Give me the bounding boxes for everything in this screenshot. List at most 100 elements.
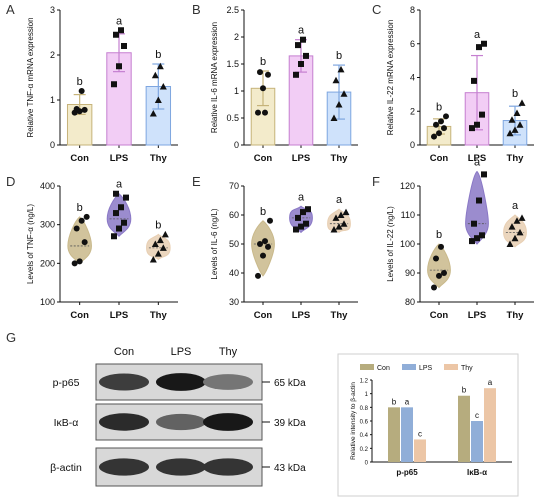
category-label-lps: LPS: [468, 310, 486, 321]
legend-label-con: Con: [377, 365, 390, 372]
blot-band: [99, 373, 149, 391]
panel-f-ytick-label: 120: [400, 181, 415, 191]
data-point: [149, 110, 157, 117]
g-ytick-label: 0.8: [360, 406, 369, 412]
panel-f-ylabel: Levels of IL-22 (ng/L): [386, 206, 395, 282]
panel-c: C 0 2 4 6 8 Relative IL-22 mRNA expression Con b…: [372, 2, 534, 164]
category-label-con: Con: [430, 310, 449, 321]
panel-b-ytick-label: 1: [234, 86, 239, 96]
legend-swatch-lps: [402, 364, 416, 370]
blot-protein-label: IκB-α: [54, 417, 79, 429]
panel-e-ytick-label: 30: [229, 297, 239, 307]
data-point: [476, 197, 482, 204]
data-point: [436, 272, 442, 279]
category-label-thy: Thy: [150, 310, 168, 321]
category-label-lps: LPS: [292, 310, 310, 321]
data-point: [118, 204, 124, 211]
panel-e-ytick-label: 70: [229, 181, 239, 191]
data-point: [303, 52, 309, 59]
data-point: [159, 83, 167, 90]
category-label-lps: LPS: [292, 153, 310, 164]
significance-letter: b: [260, 56, 266, 68]
significance-letter: a: [405, 397, 410, 406]
panel-letter-c: C: [372, 2, 381, 17]
panel-e-ytick-label: 60: [229, 210, 239, 220]
data-point: [118, 27, 124, 34]
data-point: [113, 190, 119, 197]
g-ytick-label: 1.2: [360, 379, 369, 385]
category-label-con: Con: [70, 310, 89, 321]
data-point: [121, 43, 127, 49]
panel-d-ytick-label: 100: [40, 297, 55, 307]
category-label-lps: LPS: [110, 310, 128, 321]
panel-b-ytick-label: 0.5: [226, 113, 239, 123]
g-ytick-label: 0: [365, 461, 369, 467]
data-point: [113, 210, 119, 217]
data-point: [335, 223, 343, 230]
data-point: [262, 238, 268, 245]
data-point: [300, 36, 306, 43]
data-point: [506, 129, 514, 137]
panel-a-ytick-label: 1: [50, 95, 55, 105]
panel-f-ytick-label: 80: [405, 297, 415, 307]
significance-letter: b: [392, 397, 397, 406]
panel-a-ytick-label: 0: [50, 140, 55, 150]
data-point: [476, 44, 482, 51]
category-label-thy: Thy: [331, 310, 349, 321]
panel-letter-b: B: [192, 2, 201, 17]
category-label-thy: Thy: [331, 153, 349, 164]
data-point: [71, 260, 78, 267]
lane-label-thy: Thy: [219, 346, 238, 358]
violin-con: [427, 243, 451, 289]
significance-letter: b: [77, 202, 83, 214]
data-point: [469, 125, 475, 132]
bar-thy: [414, 439, 426, 462]
data-point: [257, 69, 263, 76]
significance-letter: a: [474, 29, 481, 41]
lane-label-lps: LPS: [171, 346, 192, 358]
data-point: [481, 40, 487, 47]
data-point: [516, 121, 524, 128]
data-point: [154, 250, 162, 257]
data-point: [481, 171, 487, 178]
data-point: [262, 109, 268, 116]
data-point: [121, 219, 127, 226]
category-label-thy: Thy: [507, 310, 525, 321]
panel-f-ytick-label: 110: [401, 210, 415, 220]
data-point: [441, 125, 447, 132]
data-point: [73, 225, 80, 232]
data-point: [123, 194, 129, 201]
category-label-con: Con: [70, 153, 89, 164]
panel-letter-a: A: [6, 2, 15, 17]
panel-a-ylabel: Relative TNF-α mRNA expression: [26, 17, 35, 137]
category-label-thy: Thy: [150, 153, 168, 164]
data-point: [159, 244, 167, 251]
panel-d-ylabel: Levels of TNF-α (ng/L): [26, 204, 35, 284]
significance-letter: b: [436, 229, 442, 241]
panel-c-ytick-label: 6: [410, 39, 415, 49]
data-point: [471, 220, 477, 227]
category-label-con: Con: [254, 153, 273, 164]
panel-b-ytick-label: 2: [234, 32, 239, 42]
data-point: [518, 214, 526, 221]
panel-e: E 30 40 50 60 70 Levels of IL-6 (ng/L) Con b LPS a…: [192, 174, 358, 321]
panel-b: B 0 0.5 1 1.5 2 2.5 Relative IL-6 mRNA expressi…: [192, 2, 358, 164]
data-point: [116, 63, 122, 70]
lane-label-con: Con: [114, 346, 134, 358]
data-point: [267, 217, 273, 224]
blot-band: [203, 413, 253, 431]
data-point: [149, 255, 157, 263]
data-point: [518, 99, 526, 106]
g-ytick-label: 0.6: [360, 420, 369, 426]
data-point: [335, 101, 343, 108]
blot-protein-label: p-p65: [53, 377, 80, 389]
data-point: [513, 217, 521, 224]
panel-a-ytick-label: 2: [50, 50, 55, 60]
data-point: [431, 133, 437, 140]
data-point: [255, 109, 261, 116]
data-point: [330, 226, 338, 233]
legend-label-lps: LPS: [419, 365, 433, 372]
bar-lps: [106, 52, 132, 146]
blot-band: [156, 413, 206, 431]
